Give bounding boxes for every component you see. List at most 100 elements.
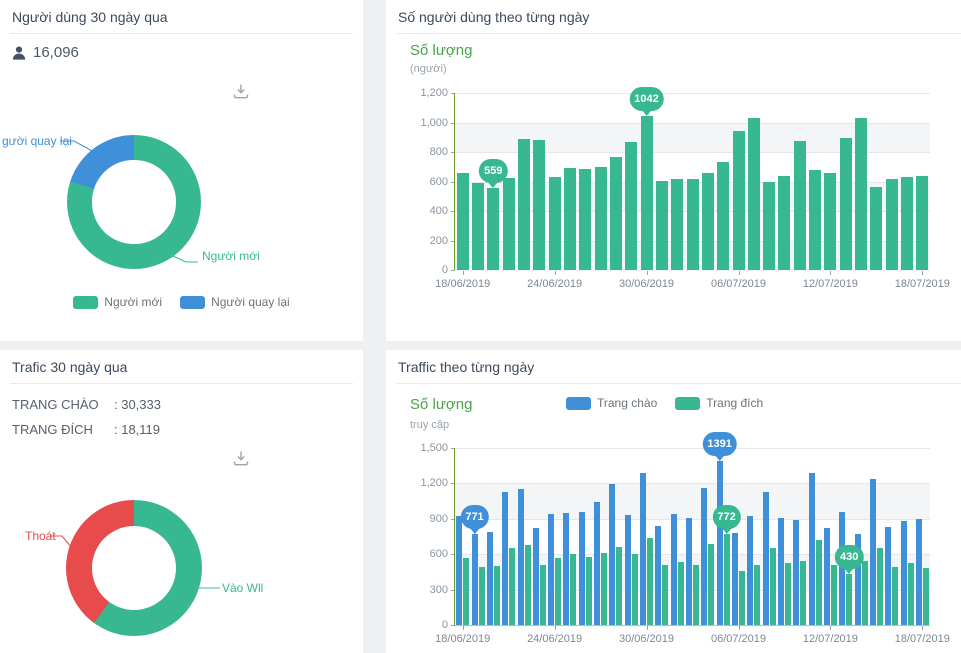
bar[interactable]	[548, 514, 555, 625]
bar[interactable]	[846, 574, 853, 625]
bar[interactable]	[579, 169, 592, 270]
bar[interactable]	[716, 460, 723, 625]
bar[interactable]	[901, 177, 913, 270]
users-donut[interactable]	[67, 135, 201, 269]
bar[interactable]	[778, 176, 791, 270]
bar[interactable]	[655, 180, 668, 270]
traffic-donut[interactable]	[66, 500, 202, 636]
bar[interactable]	[548, 177, 561, 270]
bar[interactable]	[892, 567, 899, 625]
bar[interactable]	[809, 169, 822, 270]
bar[interactable]	[739, 570, 745, 625]
bar[interactable]	[808, 473, 815, 625]
bar[interactable]	[747, 516, 754, 625]
bar[interactable]	[472, 183, 484, 270]
bar[interactable]	[570, 554, 577, 625]
bar[interactable]	[777, 518, 784, 625]
bar[interactable]	[555, 558, 562, 625]
download-icon[interactable]	[232, 449, 250, 467]
bar[interactable]	[900, 521, 907, 625]
bar[interactable]	[870, 186, 883, 270]
bar[interactable]	[563, 512, 570, 625]
bar[interactable]	[671, 178, 684, 270]
bar[interactable]	[754, 565, 761, 625]
legend-item[interactable]: Người mới	[73, 295, 162, 309]
bar[interactable]	[907, 563, 914, 625]
bar[interactable]	[471, 534, 478, 625]
bar[interactable]	[830, 565, 837, 625]
bar[interactable]	[693, 565, 699, 625]
bar[interactable]	[594, 166, 607, 270]
bar[interactable]	[701, 488, 708, 625]
bar[interactable]	[686, 517, 692, 625]
bar[interactable]	[793, 140, 806, 270]
bar[interactable]	[533, 139, 546, 270]
bar[interactable]	[800, 561, 807, 625]
bar[interactable]	[763, 181, 776, 270]
bar[interactable]	[769, 548, 776, 625]
bar[interactable]	[631, 554, 638, 625]
bar[interactable]	[625, 141, 638, 270]
bar[interactable]	[708, 543, 715, 625]
bar[interactable]	[493, 566, 500, 625]
bar[interactable]	[784, 562, 791, 625]
bar[interactable]	[686, 178, 699, 270]
bar[interactable]	[732, 130, 745, 270]
bar[interactable]	[824, 172, 837, 270]
bar[interactable]	[885, 527, 892, 625]
bar[interactable]	[876, 547, 883, 625]
bar[interactable]	[855, 118, 867, 270]
bar[interactable]	[815, 540, 822, 625]
bar[interactable]	[601, 553, 608, 625]
bar[interactable]	[456, 516, 463, 625]
bar[interactable]	[922, 568, 929, 625]
bar[interactable]	[502, 491, 509, 625]
bar[interactable]	[532, 527, 539, 625]
bar[interactable]	[701, 172, 714, 270]
bar[interactable]	[585, 556, 592, 625]
bar[interactable]	[861, 560, 868, 625]
bar[interactable]	[518, 138, 530, 270]
bar[interactable]	[478, 567, 485, 625]
bar[interactable]	[747, 118, 760, 270]
legend-item[interactable]: Trang đích	[675, 396, 763, 410]
bar[interactable]	[609, 157, 622, 270]
bar[interactable]	[915, 518, 922, 625]
bar[interactable]	[823, 528, 830, 625]
bar[interactable]	[793, 520, 800, 625]
bar[interactable]	[456, 173, 469, 270]
bar[interactable]	[624, 515, 631, 625]
bar[interactable]	[662, 564, 669, 625]
bar[interactable]	[655, 525, 662, 625]
bar[interactable]	[762, 491, 769, 625]
legend-item[interactable]: Người quay lại	[180, 295, 290, 309]
bar[interactable]	[916, 175, 929, 270]
bar[interactable]	[502, 177, 515, 270]
bar[interactable]	[854, 533, 861, 625]
legend-item[interactable]: Trang chào	[566, 396, 657, 410]
bar[interactable]	[869, 478, 876, 625]
bar[interactable]	[732, 533, 738, 625]
bar[interactable]	[640, 116, 653, 270]
bar[interactable]	[647, 537, 653, 625]
bar[interactable]	[486, 531, 493, 625]
bar[interactable]	[723, 533, 730, 625]
bar[interactable]	[539, 565, 546, 625]
bar[interactable]	[578, 511, 585, 625]
bar[interactable]	[670, 513, 677, 625]
bar[interactable]	[563, 168, 576, 270]
bar[interactable]	[677, 561, 684, 625]
bar[interactable]	[609, 484, 616, 625]
bar[interactable]	[616, 546, 623, 625]
bar[interactable]	[717, 162, 730, 270]
bar[interactable]	[509, 547, 516, 625]
download-icon[interactable]	[232, 82, 250, 100]
bar[interactable]	[517, 488, 524, 625]
bar[interactable]	[463, 558, 470, 625]
bar[interactable]	[487, 187, 500, 270]
bar[interactable]	[885, 179, 898, 270]
bar[interactable]	[524, 544, 531, 625]
bar[interactable]	[839, 138, 852, 270]
bar[interactable]	[594, 502, 601, 625]
bar[interactable]	[640, 472, 646, 625]
